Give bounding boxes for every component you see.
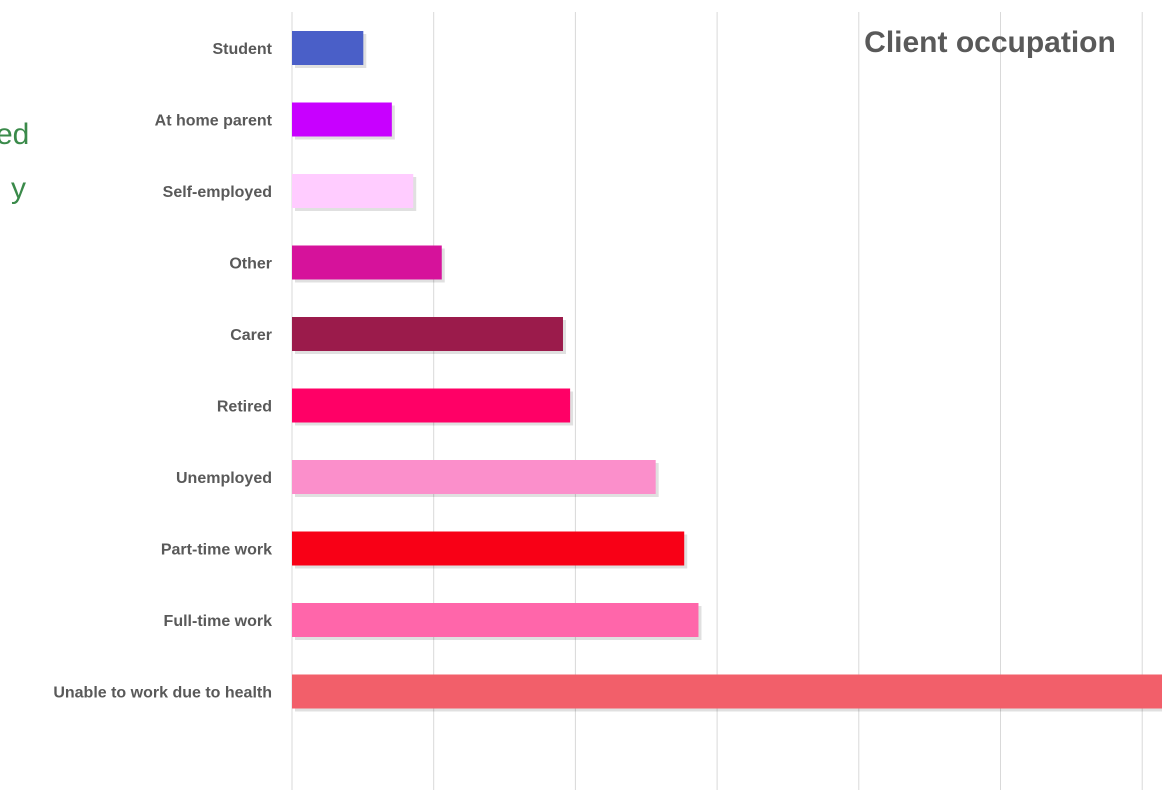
category-label: Carer (230, 327, 272, 344)
bar (292, 31, 364, 65)
bar (292, 317, 563, 351)
category-label: Unemployed (176, 470, 272, 487)
chart-title: Client occupation (864, 26, 1116, 59)
bars (292, 31, 1162, 712)
category-label: At home parent (155, 113, 273, 130)
bar (292, 460, 656, 494)
category-label: Full-time work (164, 613, 273, 630)
bar (292, 245, 442, 280)
bar (292, 174, 414, 208)
bar (292, 531, 685, 566)
category-label: Other (229, 256, 272, 273)
bar (292, 674, 1162, 709)
category-label: Part-time work (161, 542, 272, 559)
category-label: Retired (217, 399, 272, 416)
category-label: Self-employed (163, 184, 272, 201)
bar (292, 603, 699, 637)
category-label: Student (212, 41, 272, 58)
bar (292, 388, 571, 423)
bar (292, 102, 392, 137)
cropped-text-fragment: y (11, 172, 26, 205)
category-labels: Student At home parent Self-employed Other C… (53, 41, 272, 702)
category-label: Unable to work due to health (53, 685, 272, 702)
cropped-text-fragment: ed (0, 118, 30, 151)
